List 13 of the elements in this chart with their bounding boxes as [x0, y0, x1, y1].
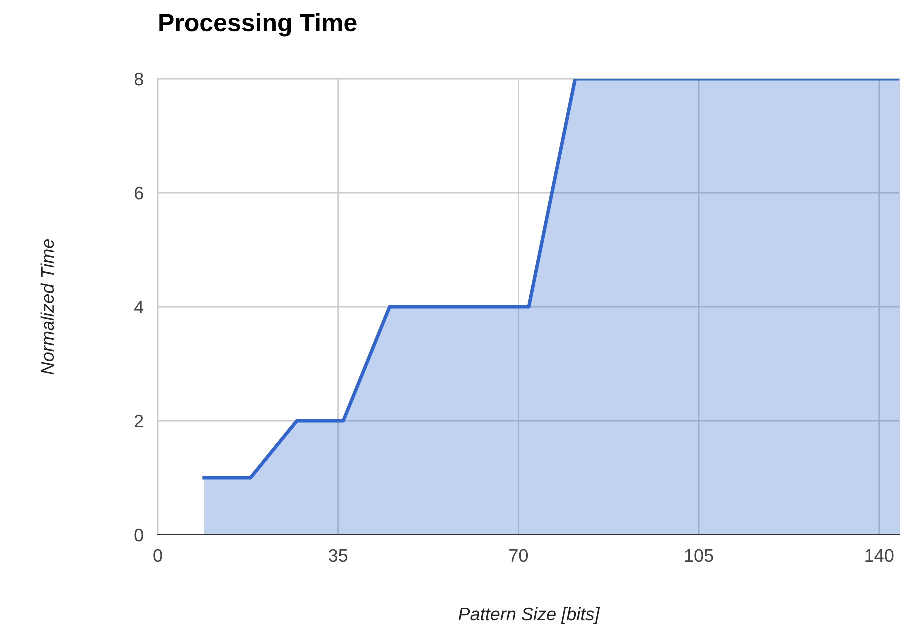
x-axis-title: Pattern Size [bits]: [458, 607, 600, 624]
x-tick-label: 70: [510, 549, 528, 562]
y-tick-label: 4: [134, 301, 144, 314]
x-tick-label: 0: [154, 549, 162, 562]
y-tick-label: 6: [134, 186, 144, 200]
y-tick-label: 0: [134, 528, 144, 542]
y-axis-title: Normalized Time: [40, 240, 54, 375]
y-tick-label: 8: [134, 72, 144, 86]
chart-title: Processing Time: [160, 13, 357, 37]
x-tick-label: 105: [685, 549, 714, 562]
x-tick-label: 35: [328, 549, 348, 562]
y-tick-label: 2: [134, 414, 144, 428]
x-tick-label: 140: [866, 549, 894, 562]
